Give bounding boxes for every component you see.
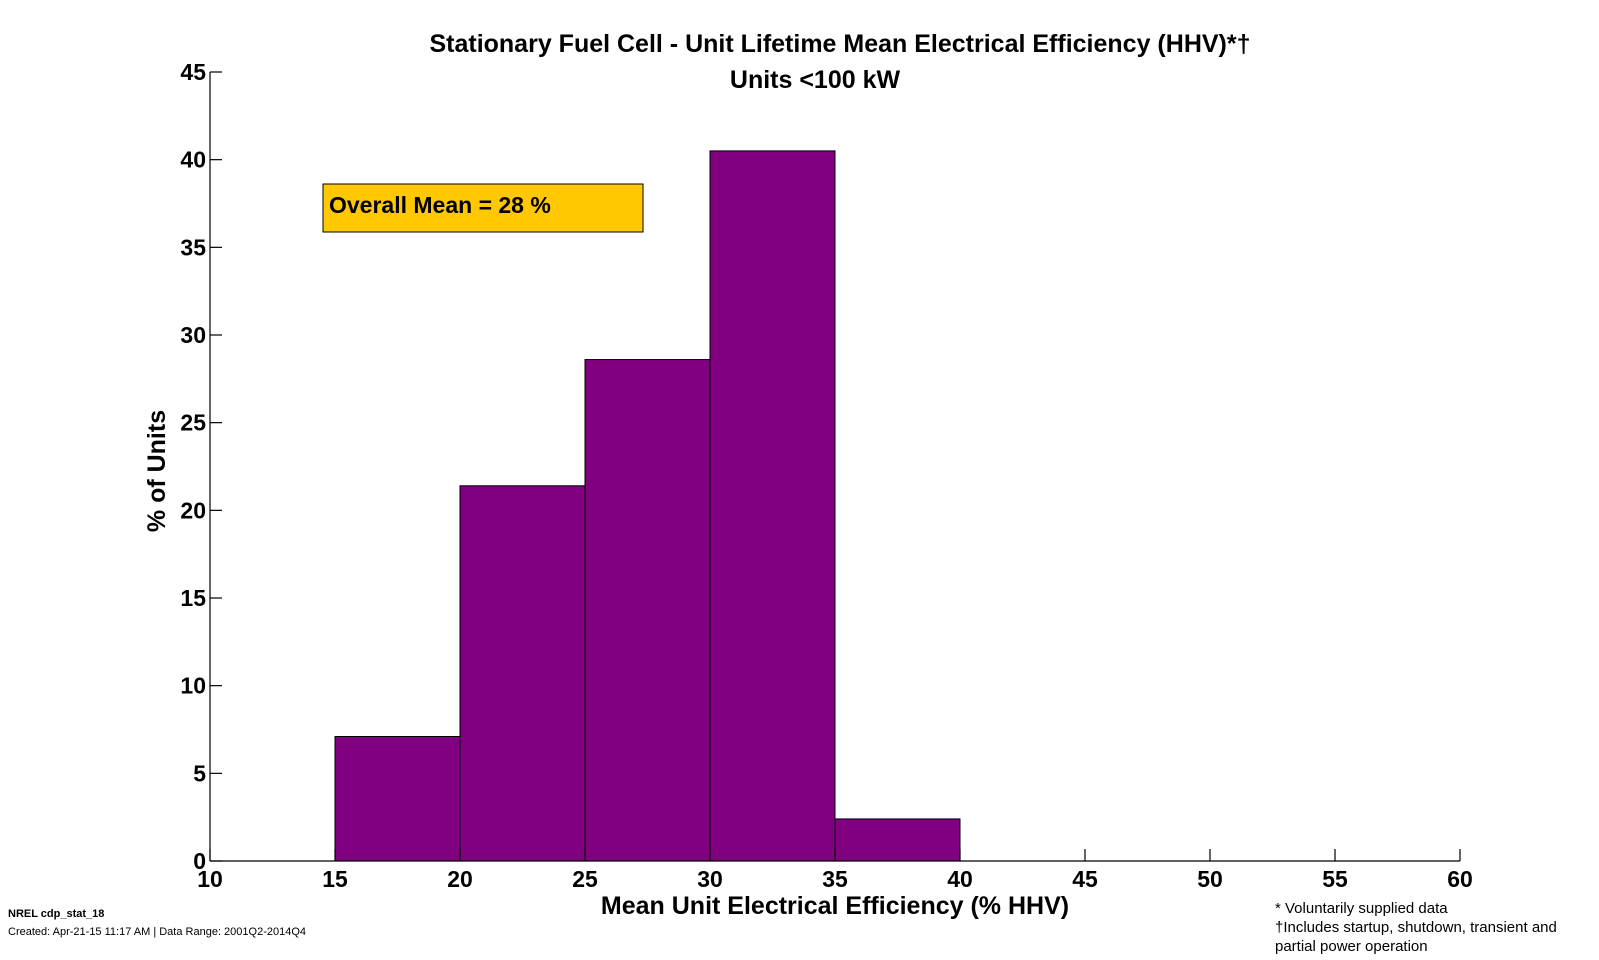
histogram-bar [834, 818, 961, 862]
histogram-bar [709, 150, 836, 862]
x-tick-label: 15 [322, 866, 348, 892]
y-axis-label: % of Units [143, 410, 171, 532]
y-tick-label: 35 [180, 234, 206, 260]
footer-note: †Includes startup, shutdown, transient a… [1275, 919, 1557, 936]
y-ticks-group: 0 5 10 15 20 25 30 35 40 45 [180, 59, 222, 874]
histogram-bar [334, 736, 461, 862]
mean-annotation-text: Overall Mean = 28 % [329, 192, 551, 218]
y-tick-label: 30 [180, 322, 206, 348]
y-tick-label: 20 [180, 497, 206, 523]
y-tick-label: 0 [193, 848, 206, 874]
y-tick-label: 10 [180, 673, 206, 699]
chart-subtitle: Units <100 kW [730, 66, 901, 94]
footer-note: partial power operation [1275, 938, 1428, 955]
x-tick-label: 55 [1322, 866, 1348, 892]
chart-title: Stationary Fuel Cell - Unit Lifetime Mea… [429, 30, 1250, 58]
x-tick-label: 50 [1197, 866, 1223, 892]
y-tick-label: 45 [180, 59, 206, 85]
x-axis-label: Mean Unit Electrical Efficiency (% HHV) [601, 892, 1069, 920]
mean-annotation-box [322, 183, 644, 233]
histogram-bar [459, 485, 586, 862]
x-tick-label: 40 [947, 866, 973, 892]
x-tick-label: 20 [447, 866, 473, 892]
footer-note: * Voluntarily supplied data [1275, 900, 1448, 917]
x-ticks-group: 10 15 20 25 30 35 40 45 50 55 60 [197, 849, 1473, 892]
footer-created: Created: Apr-21-15 11:17 AM | Data Range… [8, 926, 307, 938]
histogram-bar [584, 359, 711, 862]
x-tick-label: 45 [1072, 866, 1098, 892]
footer-notes: * Voluntarily supplied data †Includes st… [1275, 899, 1557, 956]
x-tick-label: 30 [697, 866, 723, 892]
bars-group [334, 150, 961, 862]
x-tick-label: 35 [822, 866, 848, 892]
y-tick-label: 15 [180, 585, 206, 611]
y-tick-label: 5 [193, 760, 206, 786]
y-tick-label: 40 [180, 147, 206, 173]
x-tick-label: 25 [572, 866, 598, 892]
x-tick-label: 60 [1447, 866, 1473, 892]
footer-id: NREL cdp_stat_18 [8, 908, 105, 920]
y-tick-label: 25 [180, 410, 206, 436]
x-tick-label: 10 [197, 866, 223, 892]
